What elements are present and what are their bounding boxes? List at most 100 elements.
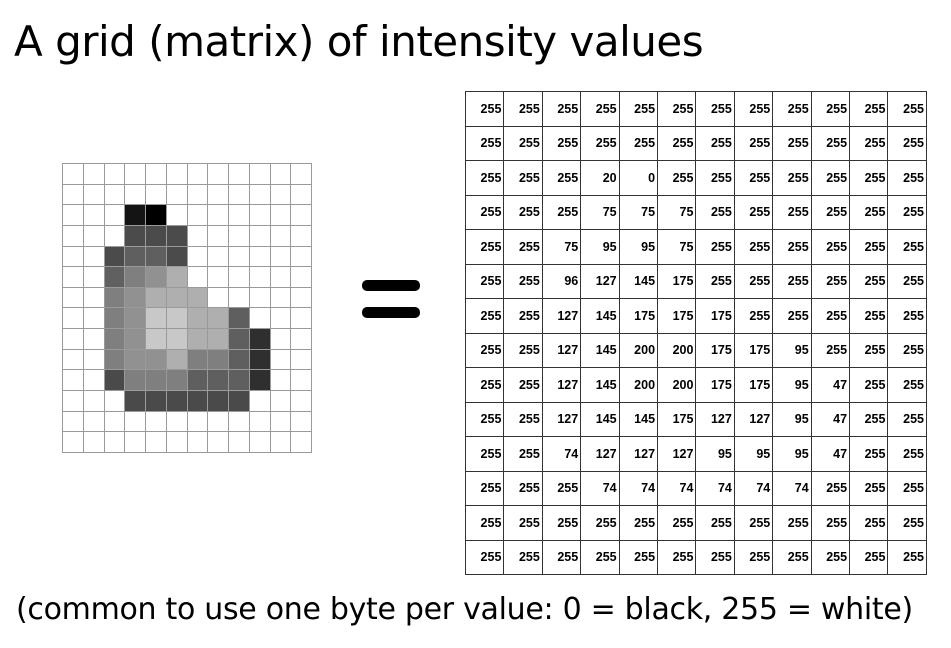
pixel-cell: [291, 287, 312, 309]
equals-bar-bottom: [362, 307, 420, 318]
matrix-cell: 255: [695, 263, 735, 299]
matrix-cell: 145: [580, 401, 620, 437]
matrix-cell: 255: [810, 194, 851, 230]
matrix-cell: 255: [657, 539, 697, 575]
pixel-cell: [208, 184, 229, 206]
pixel-cell: [166, 432, 188, 453]
pixel-cell: [83, 432, 105, 453]
matrix-cell: 255: [580, 125, 620, 161]
matrix-cell: 255: [580, 539, 620, 575]
matrix-cell: 255: [464, 91, 505, 127]
matrix-cell: 255: [580, 91, 620, 127]
pixel-cell: [291, 267, 312, 288]
matrix-cell: 96: [541, 263, 582, 299]
pixel-cell: [125, 370, 146, 392]
matrix-cell: 127: [733, 401, 774, 437]
pixel-cell: [166, 184, 188, 206]
matrix-cell: 175: [695, 367, 735, 403]
pixel-cell: [270, 287, 292, 309]
matrix-cell: 255: [503, 298, 543, 334]
pixel-cell: [187, 184, 209, 206]
matrix-cell: 95: [772, 436, 812, 472]
matrix-cell: 255: [849, 332, 889, 368]
pixel-cell: [229, 432, 250, 453]
matrix-cell: 255: [849, 298, 889, 334]
pixel-cell: [187, 267, 209, 288]
pixel-cell: [249, 411, 271, 433]
pixel-cell: [270, 370, 292, 392]
matrix-cell: 255: [849, 436, 889, 472]
pixel-cell: [63, 432, 84, 453]
pixel-cell: [249, 329, 271, 350]
matrix-cell: 255: [464, 194, 505, 230]
pixel-cell: [104, 329, 126, 350]
pixel-cell: [208, 308, 229, 330]
matrix-cell: 255: [887, 160, 927, 196]
matrix-cell: 255: [541, 160, 582, 196]
matrix-cell: 175: [657, 401, 697, 437]
matrix-cell: 255: [810, 539, 851, 575]
matrix-cell: 75: [618, 194, 659, 230]
matrix-cell: 255: [849, 91, 889, 127]
matrix-cell: 255: [541, 470, 582, 506]
matrix-cell: 255: [464, 401, 505, 437]
pixel-cell: [291, 184, 312, 206]
matrix-cell: 95: [772, 367, 812, 403]
pixel-cell: [229, 287, 250, 309]
pixel-cell: [83, 411, 105, 433]
pixel-cell: [249, 287, 271, 309]
pixel-cell: [63, 246, 84, 268]
pixel-cell: [208, 287, 229, 309]
pixel-cell: [270, 349, 292, 371]
pixel-cell: [187, 308, 209, 330]
matrix-cell: 74: [772, 470, 812, 506]
matrix-cell: 255: [695, 91, 735, 127]
matrix-cell: 127: [657, 436, 697, 472]
pixel-cell: [104, 308, 126, 330]
pixel-cell: [63, 164, 84, 185]
matrix-row: 255 255 255 255 255 255 255 255 255 255 255 255: [464, 91, 927, 127]
pixel-cell: [83, 225, 105, 247]
matrix-row: 255 255 127 145 175 175 175 255 255 255 255 255: [464, 298, 927, 334]
matrix-cell: 255: [733, 505, 774, 541]
pixel-cell: [208, 267, 229, 288]
pixel-cell: [146, 164, 167, 185]
pixel-cell: [125, 225, 146, 247]
pixel-cell: [63, 184, 84, 206]
pixel-cell: [146, 391, 167, 412]
pixel-cell: [208, 164, 229, 185]
pixel-cell: [187, 432, 209, 453]
matrix-cell: 255: [733, 229, 774, 265]
pixel-cell: [146, 411, 167, 433]
matrix-cell: 255: [541, 91, 582, 127]
matrix-cell: 75: [657, 229, 697, 265]
matrix-cell: 255: [503, 160, 543, 196]
matrix-cell: 255: [849, 194, 889, 230]
pixel-cell: [270, 411, 292, 433]
matrix-cell: 175: [695, 332, 735, 368]
pixel-cell: [229, 370, 250, 392]
pixel-cell: [125, 391, 146, 412]
pixel-cell: [291, 432, 312, 453]
pixel-cell: [146, 370, 167, 392]
pixel-cell: [125, 432, 146, 453]
matrix-cell: 255: [810, 125, 851, 161]
matrix-cell: 95: [618, 229, 659, 265]
matrix-cell: 255: [810, 505, 851, 541]
pixel-cell: [229, 329, 250, 350]
matrix-cell: 255: [618, 125, 659, 161]
pixel-cell: [208, 329, 229, 350]
matrix-cell: 255: [695, 505, 735, 541]
pixel-cell: [229, 164, 250, 185]
matrix-cell: 255: [657, 505, 697, 541]
matrix-cell: 47: [810, 401, 851, 437]
matrix-cell: 255: [618, 505, 659, 541]
matrix-cell: 145: [618, 263, 659, 299]
matrix-cell: 255: [810, 229, 851, 265]
matrix-cell: 255: [695, 539, 735, 575]
matrix-cell: 255: [503, 436, 543, 472]
matrix-cell: 255: [695, 229, 735, 265]
matrix-cell: 255: [503, 367, 543, 403]
matrix-cell: 255: [733, 263, 774, 299]
matrix-cell: 255: [657, 125, 697, 161]
